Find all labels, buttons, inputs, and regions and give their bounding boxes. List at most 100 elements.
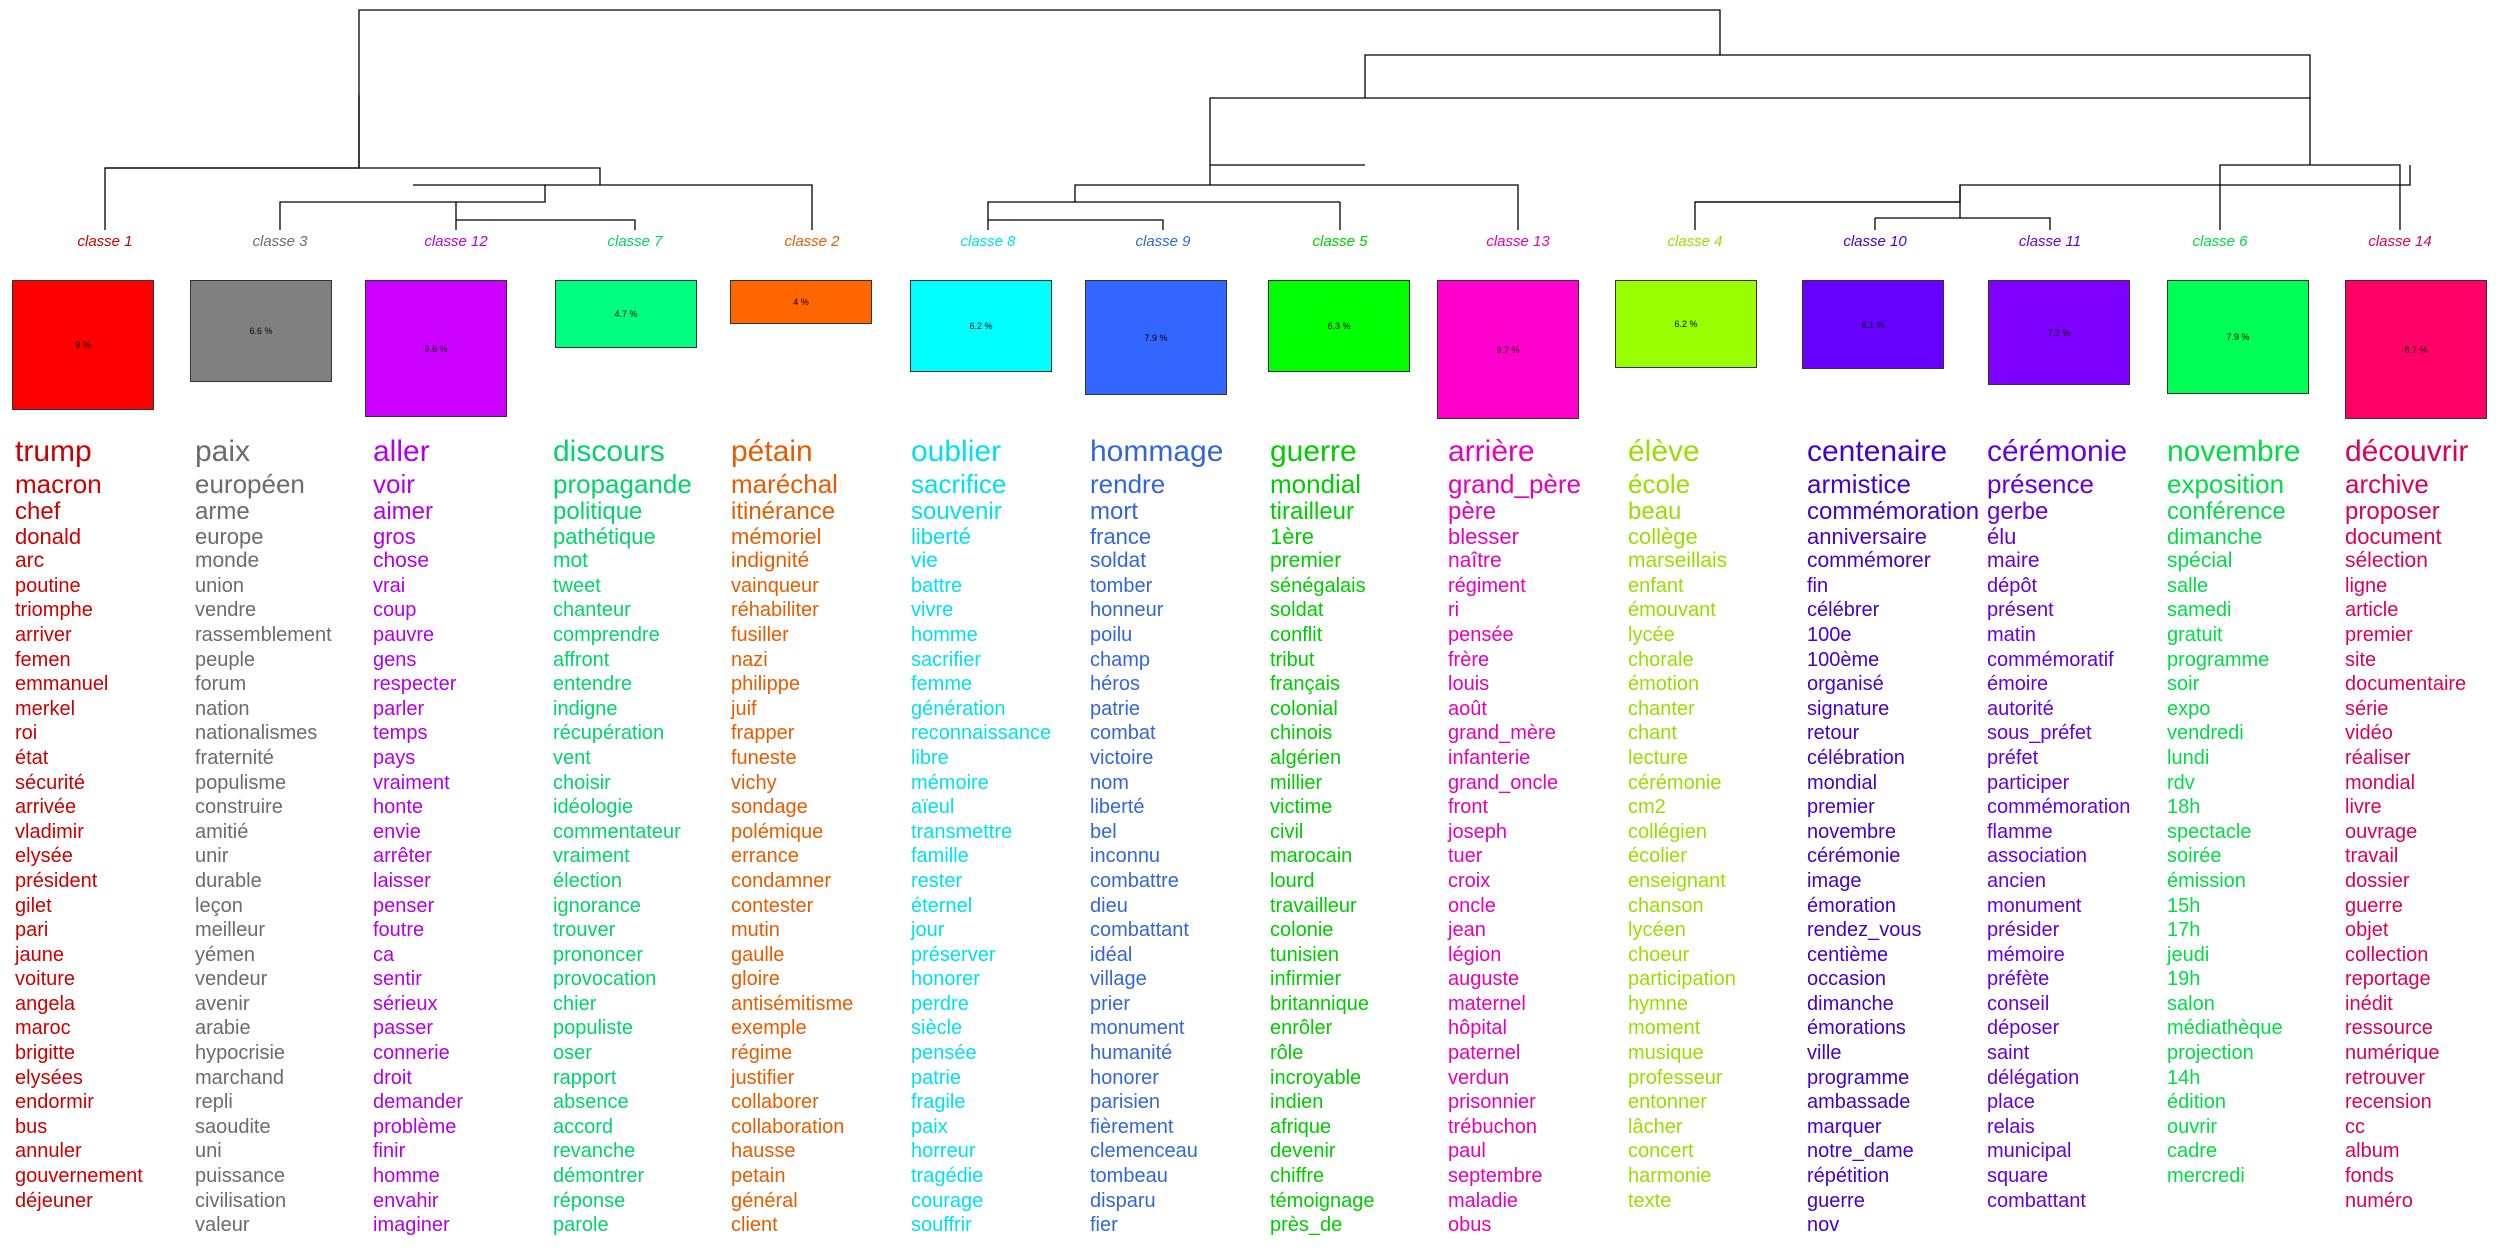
class-percent: 6.2 % (969, 321, 993, 331)
class-word: colonial (1270, 697, 1338, 720)
class-word: client (731, 1214, 778, 1237)
class-word: blesser (1448, 523, 1519, 549)
class-word: gratuit (2167, 623, 2223, 646)
class-word: programme (2167, 648, 2270, 671)
class-word: gloire (731, 968, 780, 991)
class-word: vidéo (2345, 722, 2393, 745)
class-word: sacrifier (911, 648, 982, 671)
class-word: mondial (1807, 771, 1878, 794)
class-word: gerbe (1987, 498, 2049, 525)
class-word: chier (553, 992, 597, 1015)
class-word: spécial (2167, 549, 2233, 573)
class-word: front (1448, 796, 1489, 819)
class-word: petain (731, 1165, 786, 1188)
class-word: élection (553, 869, 622, 892)
class-word: pari (15, 919, 49, 942)
class-word: errance (731, 845, 799, 868)
class-word: lourd (1270, 869, 1315, 892)
class-percent: 8.7 % (2404, 344, 2428, 355)
class-word: écolier (1628, 845, 1687, 868)
class-word: sentir (373, 968, 422, 991)
class-word: génération (911, 697, 1006, 720)
class-word: parole (553, 1214, 609, 1237)
class-word: premier (1270, 549, 1342, 573)
class-word: paix (195, 435, 251, 468)
class-word: bus (15, 1115, 48, 1138)
class-word: collaborer (731, 1091, 819, 1114)
class-word: saoudite (195, 1115, 271, 1138)
class-word: envahir (373, 1189, 439, 1212)
class-word: sérieux (373, 992, 438, 1015)
class-word: courage (911, 1189, 984, 1212)
class-word: présider (1987, 919, 2060, 942)
class-word: émorations (1807, 1017, 1906, 1040)
class-word: mondial (2345, 771, 2416, 794)
class-word: combattant (1987, 1189, 2086, 1212)
class-word: préserver (911, 943, 996, 966)
class-word: monde (195, 549, 260, 573)
class-label: classe 14 (2368, 233, 2432, 250)
class-word: tunisien (1270, 943, 1339, 966)
class-word: premier (2345, 623, 2413, 646)
class-word: arme (195, 498, 250, 525)
class-word: travail (2345, 845, 2399, 868)
class-word: liberté (1090, 796, 1145, 819)
class-word: polémique (731, 820, 824, 843)
class-word: exemple (731, 1017, 807, 1040)
class-word: vivre (911, 599, 954, 622)
class-word: union (195, 574, 244, 597)
class-word: lâcher (1628, 1115, 1683, 1138)
class-percent: 6.3 % (1327, 321, 1351, 331)
class-word: peuple (195, 648, 256, 671)
class-word: salon (2167, 992, 2215, 1015)
class-word: série (2345, 697, 2389, 720)
class-word: droit (373, 1066, 412, 1089)
class-word: france (1090, 523, 1152, 549)
class-word: mot (553, 549, 589, 573)
class-word: honneur (1090, 599, 1164, 622)
class-word: participer (1987, 771, 2070, 794)
class-word: problème (373, 1115, 457, 1138)
class-word: justifier (731, 1066, 795, 1089)
class-word: grand_père (1448, 469, 1581, 499)
class-word: mort (1090, 498, 1138, 525)
class-word: 100e (1807, 623, 1852, 646)
class-label: classe 9 (1135, 233, 1191, 250)
class-word: professeur (1628, 1066, 1723, 1089)
class-word: voiture (15, 968, 76, 991)
class-word: horreur (911, 1140, 976, 1163)
class-word: chorale (1628, 648, 1694, 671)
class-word: passer (373, 1017, 434, 1040)
class-word: réhabiliter (731, 599, 819, 622)
class-word: idéal (1090, 943, 1133, 966)
class-word: femme (911, 673, 973, 696)
class-percent: 7.9 % (2226, 332, 2250, 342)
class-word: chanteur (553, 599, 631, 622)
class-word: municipal (1987, 1140, 2072, 1163)
class-word: expo (2167, 697, 2211, 720)
class-word: honorer (911, 968, 980, 991)
class-word: ligne (2345, 574, 2388, 597)
class-word: absence (553, 1091, 629, 1114)
class-word: philippe (731, 673, 800, 696)
class-word: vendre (195, 599, 257, 622)
class-word: brigitte (15, 1042, 76, 1065)
class-word: civilisation (195, 1189, 287, 1212)
class-word: 14h (2167, 1066, 2201, 1089)
class-word: combattant (1090, 919, 1189, 942)
class-word: autorité (1987, 697, 2054, 720)
class-percent: 6.1 % (1861, 319, 1885, 330)
class-word: combattre (1090, 869, 1179, 892)
class-word: trump (15, 435, 92, 468)
class-word: soldat (1090, 549, 1147, 573)
class-word: honte (373, 796, 424, 819)
class-word: fin (1807, 574, 1829, 597)
class-word: sacrifice (911, 469, 1007, 499)
class-word: bel (1090, 820, 1117, 843)
class-word: uni (195, 1140, 222, 1163)
class-word: algérien (1270, 746, 1342, 769)
class-word: rassemblement (195, 623, 332, 646)
class-word: elysée (15, 845, 73, 868)
class-word: sous_préfet (1987, 722, 2092, 745)
class-word: auguste (1448, 968, 1520, 991)
